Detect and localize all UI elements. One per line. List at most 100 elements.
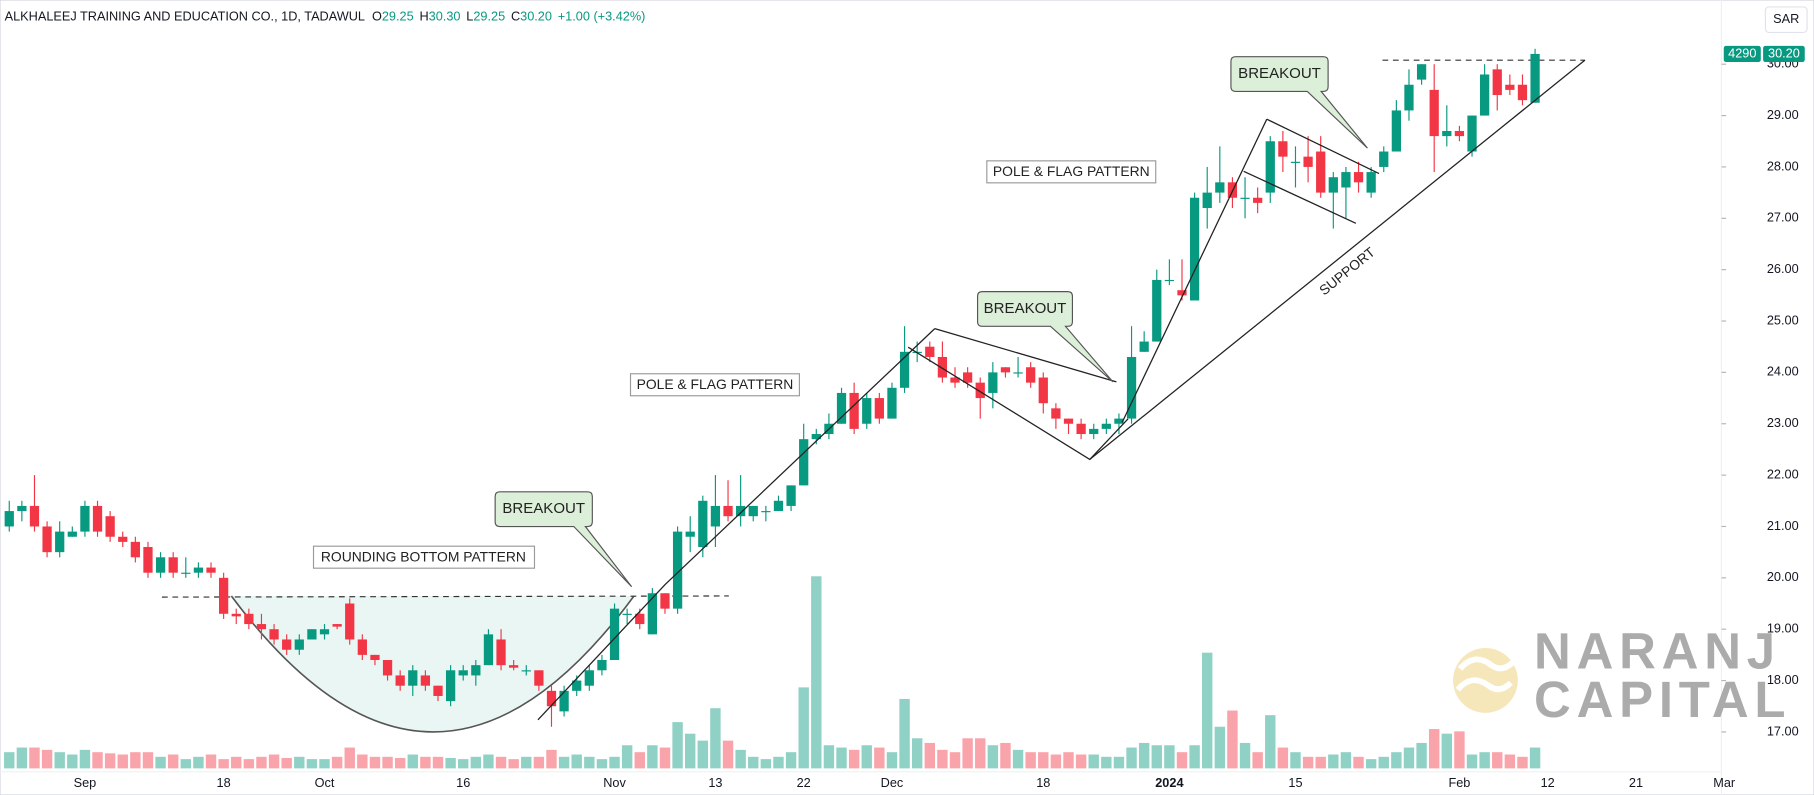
candle-body: [1013, 372, 1023, 374]
candle-body: [256, 624, 267, 630]
candle-body: [282, 639, 292, 650]
candle-body: [1530, 53, 1540, 103]
ohlc-key: C: [511, 9, 520, 24]
candle-body: [92, 505, 103, 532]
y-tick-label: 20.00: [1767, 569, 1799, 584]
candle-body: [1076, 423, 1086, 435]
volume-bar: [874, 747, 885, 769]
candle-body: [1202, 192, 1212, 209]
candle-body: [1164, 279, 1175, 282]
candle-body: [1000, 367, 1011, 373]
volume-bar: [760, 759, 772, 769]
watermark: NARANJ CAPITAL: [1453, 622, 1786, 728]
candle-body: [1177, 290, 1187, 296]
symbol-title: ALKHALEEJ TRAINING AND EDUCATION CO., 1D…: [5, 9, 365, 24]
volume-bar: [899, 698, 910, 769]
y-tick-label: 24.00: [1767, 364, 1799, 379]
volume-bar: [1050, 754, 1062, 769]
volume-bar: [848, 749, 860, 769]
volume-bar: [281, 757, 292, 769]
volume-bar: [344, 747, 355, 769]
candle-body: [546, 690, 557, 707]
volume-bar: [735, 749, 746, 769]
volume-bar: [1479, 752, 1490, 769]
volume-bar: [1441, 733, 1453, 769]
volume-bar: [1492, 752, 1503, 769]
candle-body: [1038, 377, 1048, 404]
currency[interactable]: SAR: [1773, 11, 1799, 26]
x-tick-label: 21: [1629, 775, 1643, 790]
candle-body: [597, 660, 607, 671]
header: ALKHALEEJ TRAINING AND EDUCATION CO., 1D…: [5, 9, 646, 24]
volume-bar: [1126, 747, 1137, 769]
candle-body: [231, 613, 241, 617]
candle-body: [925, 346, 935, 357]
volume-bar: [697, 740, 709, 769]
label-box: [312, 545, 536, 569]
volume-bar: [130, 752, 141, 769]
ohlc-key: H: [419, 9, 428, 24]
y-tick-label: 23.00: [1767, 415, 1799, 430]
candle-body: [811, 434, 821, 440]
candle-body: [420, 675, 431, 686]
volume-bar: [798, 687, 809, 769]
volume-bar: [1504, 754, 1516, 769]
volume-bar: [1428, 729, 1440, 769]
volume-bar: [647, 745, 658, 769]
candle-body: [1442, 130, 1452, 137]
candle-body: [1139, 341, 1149, 352]
candle-body: [988, 372, 998, 393]
volume-bar: [861, 745, 872, 769]
callout: [976, 291, 1114, 383]
candle-body: [1404, 84, 1414, 111]
volume-bar: [319, 759, 330, 769]
pole-line: [1121, 118, 1268, 423]
volume-bar: [104, 753, 116, 769]
ohlc-key: L: [466, 9, 473, 24]
volume-bar: [508, 759, 519, 769]
candle-body: [206, 567, 216, 573]
candle-body: [887, 387, 897, 419]
candle-body: [1114, 418, 1124, 424]
candle-body: [1240, 197, 1250, 199]
candle-body: [332, 624, 342, 627]
candle-body: [1366, 172, 1376, 193]
candle-body: [42, 526, 52, 553]
price-tag-box: [1763, 45, 1805, 63]
candle-body: [672, 531, 683, 609]
volume-bar: [785, 752, 797, 769]
price-tag: 30.20: [1768, 45, 1800, 60]
volume-bar: [773, 756, 784, 769]
candle-body: [723, 505, 733, 517]
candle-body: [1152, 279, 1162, 342]
volume-bar: [684, 733, 696, 769]
candle-body: [357, 639, 367, 655]
volume-bar: [1302, 756, 1314, 769]
candle-body: [534, 670, 544, 686]
volume-bar: [268, 754, 280, 769]
x-tick-label: 18: [1036, 775, 1050, 790]
y-tick-label: 21.00: [1767, 518, 1799, 533]
candle-body: [962, 372, 973, 383]
flag-line: [1243, 170, 1357, 224]
volume-bar: [1025, 752, 1036, 769]
candle-body: [937, 356, 948, 378]
candle-body: [698, 500, 708, 548]
y-tick-label: 19.00: [1767, 621, 1799, 636]
volume-bar: [836, 747, 847, 769]
candle-body: [17, 505, 27, 512]
volume-bar: [458, 759, 469, 769]
volume-bar: [962, 738, 973, 769]
candle-body: [1492, 69, 1502, 96]
volume-bar: [1189, 745, 1200, 769]
currency-box[interactable]: [1764, 6, 1808, 33]
candle-body: [1353, 172, 1364, 183]
y-tick-label: 27.00: [1767, 210, 1799, 225]
candle-body: [269, 629, 279, 640]
volume-bar: [407, 754, 418, 769]
volume-bar: [1353, 756, 1364, 769]
volume-bar: [1416, 742, 1427, 769]
volume-bar: [193, 756, 204, 769]
candle-body: [1341, 172, 1351, 188]
candle-body: [572, 680, 582, 691]
